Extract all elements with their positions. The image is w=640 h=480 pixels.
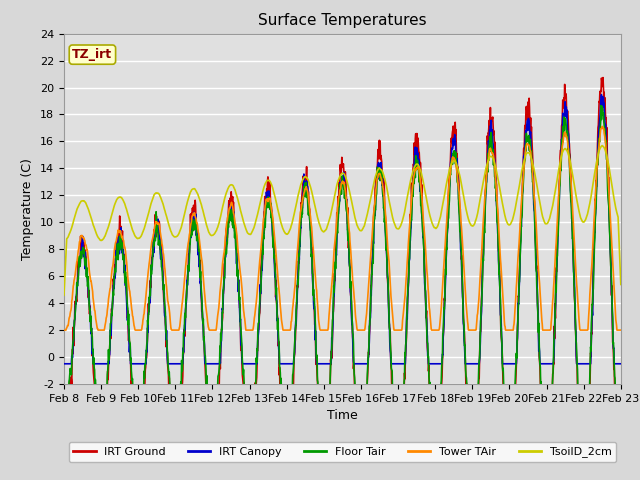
- X-axis label: Time: Time: [327, 409, 358, 422]
- Y-axis label: Temperature (C): Temperature (C): [22, 158, 35, 260]
- Legend: IRT Ground, IRT Canopy, Floor Tair, Tower TAir, TsoilD_2cm: IRT Ground, IRT Canopy, Floor Tair, Towe…: [69, 442, 616, 462]
- Title: Surface Temperatures: Surface Temperatures: [258, 13, 427, 28]
- Text: TZ_irt: TZ_irt: [72, 48, 113, 61]
